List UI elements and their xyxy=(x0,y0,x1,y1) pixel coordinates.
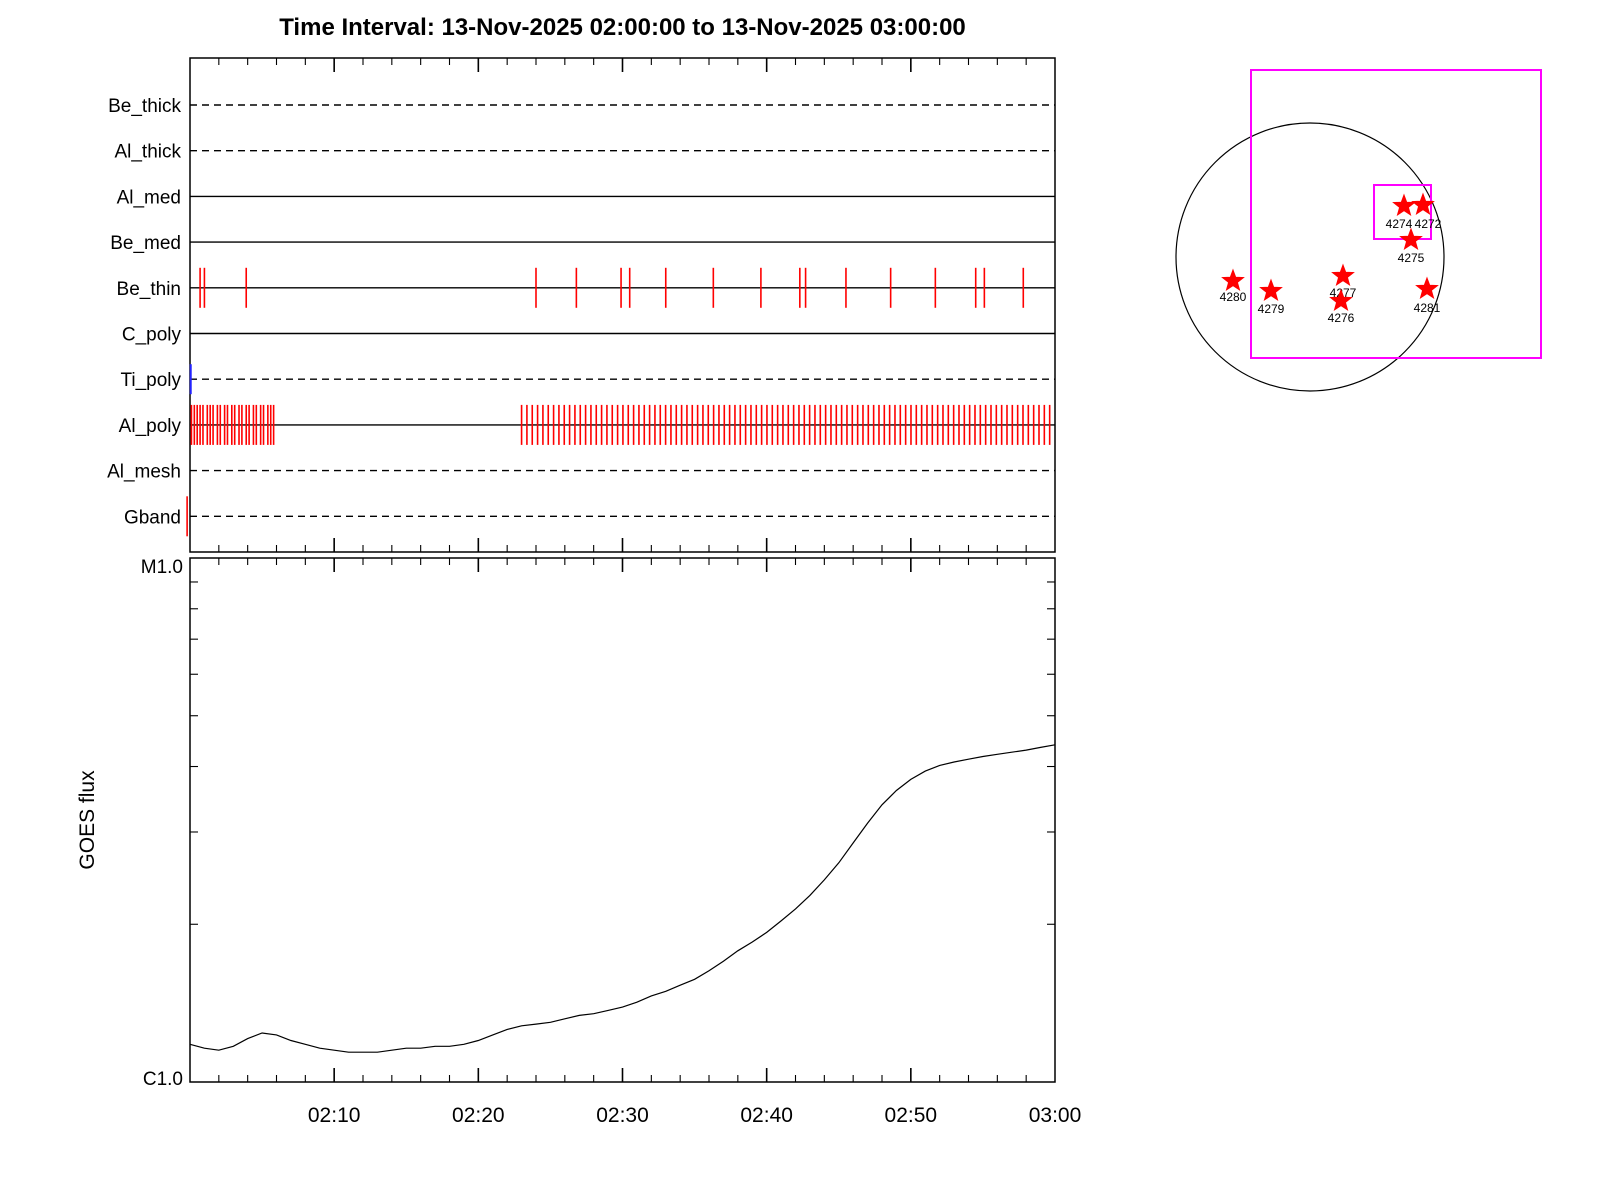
active-region-star-4272 xyxy=(1411,192,1435,216)
active-region-star-4277 xyxy=(1331,263,1355,287)
plot-title: Time Interval: 13-Nov-2025 02:00:00 to 1… xyxy=(279,14,966,41)
active-region-label: 4280 xyxy=(1220,290,1247,304)
goes-ymin-label: C1.0 xyxy=(142,1069,183,1090)
filter-row-label: Al_thick xyxy=(114,142,181,163)
x-tick-label: 02:40 xyxy=(740,1104,793,1127)
active-region-star-4279 xyxy=(1259,278,1283,302)
goes-panel-frame xyxy=(189,557,1056,1083)
filter-row-label: Al_mesh xyxy=(107,462,181,483)
active-region-star-4280 xyxy=(1221,268,1245,292)
x-tick-label: 02:50 xyxy=(885,1104,938,1127)
active-region-star-4274 xyxy=(1392,193,1416,217)
active-region-label: 4274 xyxy=(1386,217,1413,231)
filter-row-label: Be_thick xyxy=(108,96,181,117)
filter-row-label: Al_poly xyxy=(119,416,182,437)
filter-row-label: Al_med xyxy=(117,187,181,208)
filter-row-label: Ti_poly xyxy=(120,370,181,391)
filter-row-label: C_poly xyxy=(122,325,182,346)
active-region-label: 4272 xyxy=(1415,217,1442,231)
x-tick-label: 02:30 xyxy=(596,1104,649,1127)
filter-row-label: Be_thin xyxy=(117,279,181,300)
x-tick-label: 03:00 xyxy=(1029,1104,1082,1127)
filter-row-label: Be_med xyxy=(110,233,181,254)
active-region-label: 4281 xyxy=(1414,301,1441,315)
active-region-star-4276 xyxy=(1329,288,1353,312)
active-region-label: 4279 xyxy=(1258,302,1285,316)
timeline-panel-frame xyxy=(189,57,1056,553)
active-region-label: 4275 xyxy=(1398,251,1425,265)
x-tick-label: 02:20 xyxy=(452,1104,505,1127)
fov-box-small xyxy=(1373,184,1432,240)
x-tick-label: 02:10 xyxy=(308,1104,361,1127)
fov-box-large xyxy=(1250,69,1542,359)
solar-disk-circle xyxy=(1175,122,1445,392)
goes-ymax-label: M1.0 xyxy=(140,557,183,578)
active-region-star-4275 xyxy=(1399,227,1423,251)
active-region-label: 4276 xyxy=(1328,311,1355,325)
active-region-label: 4277 xyxy=(1330,286,1357,300)
goes-flux-curve xyxy=(189,744,1056,1053)
active-region-star-4281 xyxy=(1415,276,1439,300)
filter-row-label: Gband xyxy=(124,507,181,528)
